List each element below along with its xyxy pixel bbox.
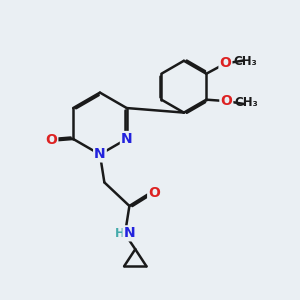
Text: CH₃: CH₃ (235, 96, 258, 109)
Text: H: H (115, 227, 124, 240)
Text: O: O (220, 94, 232, 108)
Text: CH₃: CH₃ (234, 56, 257, 68)
Text: O: O (148, 186, 160, 200)
Text: O: O (45, 134, 57, 147)
Text: N: N (121, 132, 133, 146)
Text: N: N (124, 226, 135, 240)
Text: N: N (94, 147, 106, 161)
Text: O: O (220, 56, 231, 70)
